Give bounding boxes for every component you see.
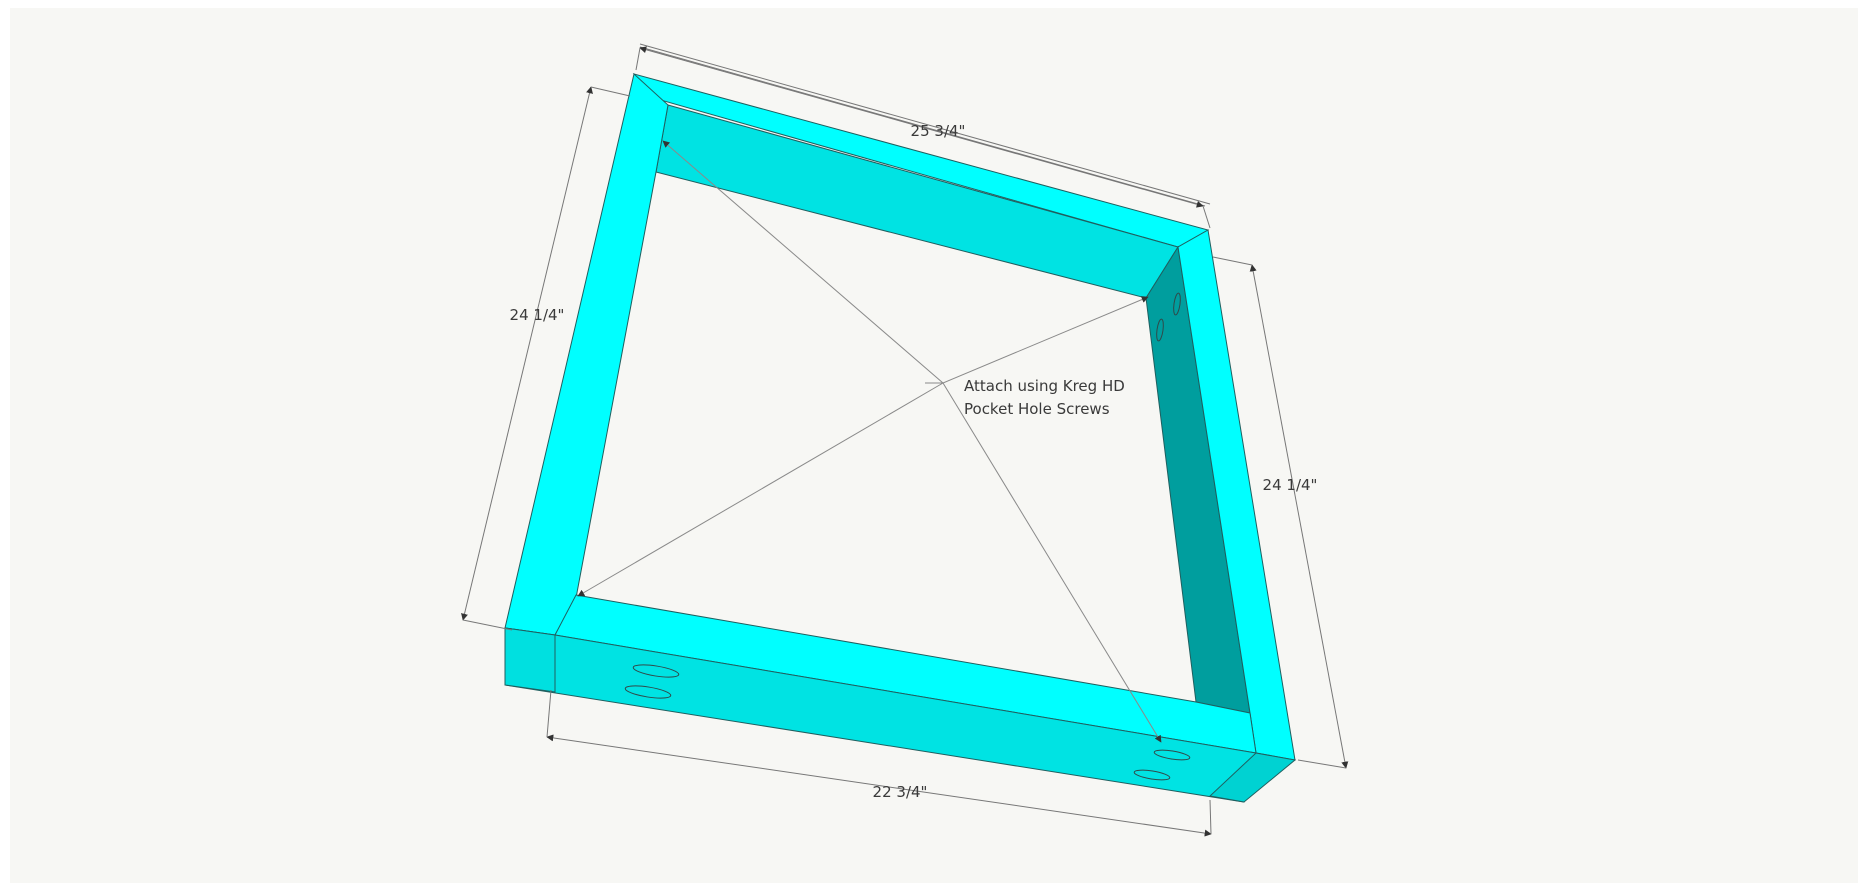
dimension-label-top: 25 3/4" xyxy=(911,122,966,140)
dimension-label-right: 24 1/4" xyxy=(1263,476,1318,494)
pocket-hole-icon xyxy=(632,664,680,678)
pocket-hole-icon xyxy=(1173,292,1181,316)
pocket-hole-icon xyxy=(1156,318,1164,342)
left-rail-end-face xyxy=(504,627,556,693)
pocket-hole-icon xyxy=(624,685,672,699)
left-rail-top-face xyxy=(504,73,669,636)
dimension-label-left: 24 1/4" xyxy=(510,306,565,324)
note-line-1: Attach using Kreg HD xyxy=(964,377,1125,395)
dimension-lines xyxy=(461,43,1349,837)
note-leader-lines xyxy=(577,140,1162,743)
square-frame xyxy=(504,73,1297,803)
dimension-label-bottom: 22 3/4" xyxy=(873,783,928,801)
note-line-2: Pocket Hole Screws xyxy=(964,400,1110,418)
